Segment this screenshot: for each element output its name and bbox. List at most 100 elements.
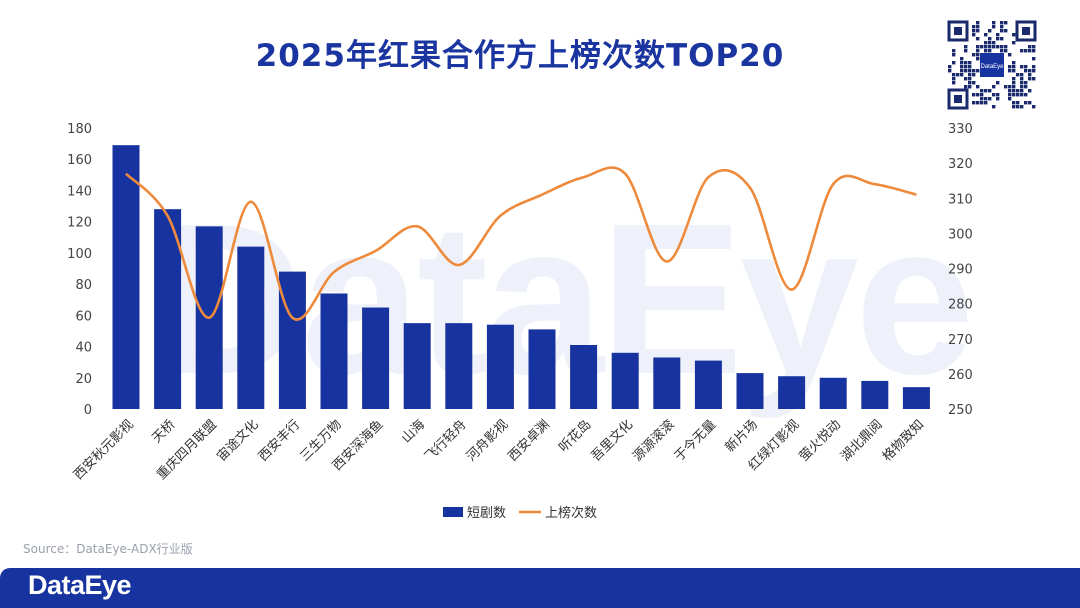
qr-module xyxy=(968,77,972,81)
qr-module xyxy=(976,45,980,49)
qr-module xyxy=(984,45,988,49)
qr-module xyxy=(960,61,964,65)
x-tick-label: 新片场 xyxy=(722,417,761,456)
qr-module xyxy=(972,81,976,85)
qr-module xyxy=(992,85,996,89)
right-tick-label: 310 xyxy=(948,192,973,207)
qr-module xyxy=(1020,65,1024,69)
qr-module xyxy=(968,65,972,69)
x-tick-label: 吾里文化 xyxy=(589,417,636,464)
qr-module xyxy=(1012,105,1016,109)
qr-module xyxy=(968,69,972,73)
qr-module xyxy=(1024,85,1028,89)
qr-module xyxy=(984,49,988,53)
right-tick-label: 250 xyxy=(948,403,973,418)
left-tick-label: 20 xyxy=(75,372,92,387)
qr-module xyxy=(1032,57,1036,61)
qr-module xyxy=(1008,69,1012,73)
x-tick-label: 河舟影视 xyxy=(464,417,511,464)
qr-module xyxy=(972,25,976,29)
bar xyxy=(320,293,348,409)
bar xyxy=(362,307,390,409)
qr-module xyxy=(972,69,976,73)
qr-module xyxy=(988,49,992,53)
qr-module xyxy=(1028,45,1032,49)
qr-module xyxy=(988,29,992,33)
qr-module xyxy=(1008,97,1012,101)
qr-module xyxy=(964,45,968,49)
bar xyxy=(237,246,265,409)
x-tick-label: 山海 xyxy=(399,417,428,446)
qr-module xyxy=(984,101,988,105)
qr-module xyxy=(1004,49,1008,53)
qr-module xyxy=(1024,81,1028,85)
x-tick-label: 湖北鼎阅 xyxy=(838,417,885,464)
qr-module xyxy=(972,29,976,33)
bar xyxy=(778,376,806,409)
qr-module xyxy=(1008,85,1012,89)
qr-module xyxy=(952,77,956,81)
qr-module xyxy=(1016,105,1020,109)
qr-module xyxy=(980,45,984,49)
x-tick-label: 天桥 xyxy=(149,417,178,446)
qr-module xyxy=(1004,85,1008,89)
qr-module xyxy=(976,85,980,89)
qr-module xyxy=(1000,45,1004,49)
qr-module xyxy=(1016,93,1020,97)
qr-module xyxy=(1000,25,1004,29)
right-tick-label: 260 xyxy=(948,368,973,383)
qr-logo-text: DataEye xyxy=(980,64,1004,70)
qr-module xyxy=(992,21,996,25)
right-tick-label: 290 xyxy=(948,263,973,278)
left-tick-label: 0 xyxy=(84,403,92,418)
qr-module xyxy=(956,73,960,77)
qr-module xyxy=(964,85,968,89)
qr-module xyxy=(964,61,968,65)
qr-module xyxy=(984,41,988,45)
line-layer xyxy=(125,166,917,321)
x-tick-label: 于今无量 xyxy=(671,417,719,465)
qr-module xyxy=(976,29,980,33)
qr-module xyxy=(968,61,972,65)
qr-module xyxy=(960,73,964,77)
bar xyxy=(403,323,431,409)
qr-module xyxy=(992,41,996,45)
qr-module xyxy=(1004,21,1008,25)
qr-module xyxy=(1008,53,1012,57)
qr-module xyxy=(952,49,956,53)
bar xyxy=(154,209,182,409)
right-tick-label: 280 xyxy=(948,298,973,313)
x-tick-label: 格物致知 xyxy=(879,417,927,465)
qr-module xyxy=(1028,89,1032,93)
qr-module xyxy=(976,53,980,57)
qr-module xyxy=(992,93,996,97)
qr-module xyxy=(1024,49,1028,53)
qr-code: DataEye xyxy=(946,19,1038,111)
bar xyxy=(736,373,764,409)
qr-module xyxy=(976,101,980,105)
qr-module xyxy=(988,97,992,101)
right-axis: 250 260 270 280 290 300 310 320 330 xyxy=(948,122,973,418)
qr-module xyxy=(968,81,972,85)
qr-module xyxy=(980,97,984,101)
qr-module xyxy=(1008,89,1012,93)
legend-line-label: 上榜次数 xyxy=(545,505,597,521)
left-axis: 0 20 40 60 80 100 120 140 160 180 xyxy=(67,122,92,418)
qr-module xyxy=(1000,37,1004,41)
qr-module xyxy=(996,81,1000,85)
qr-module xyxy=(1012,69,1016,73)
footer-brand: DataEye xyxy=(28,570,132,600)
x-tick-label: 萤火悦动 xyxy=(797,417,844,464)
qr-module xyxy=(976,49,980,53)
qr-module xyxy=(1032,45,1036,49)
qr-module xyxy=(952,61,956,65)
qr-module xyxy=(1020,105,1024,109)
qr-module xyxy=(1016,89,1020,93)
line-series-path xyxy=(125,166,917,321)
qr-module xyxy=(1024,65,1028,69)
source-text: Source：DataEye-ADX行业版 xyxy=(23,542,193,556)
qr-module xyxy=(980,89,984,93)
left-tick-label: 40 xyxy=(75,341,92,356)
qr-module xyxy=(980,101,984,105)
bar xyxy=(570,344,598,409)
